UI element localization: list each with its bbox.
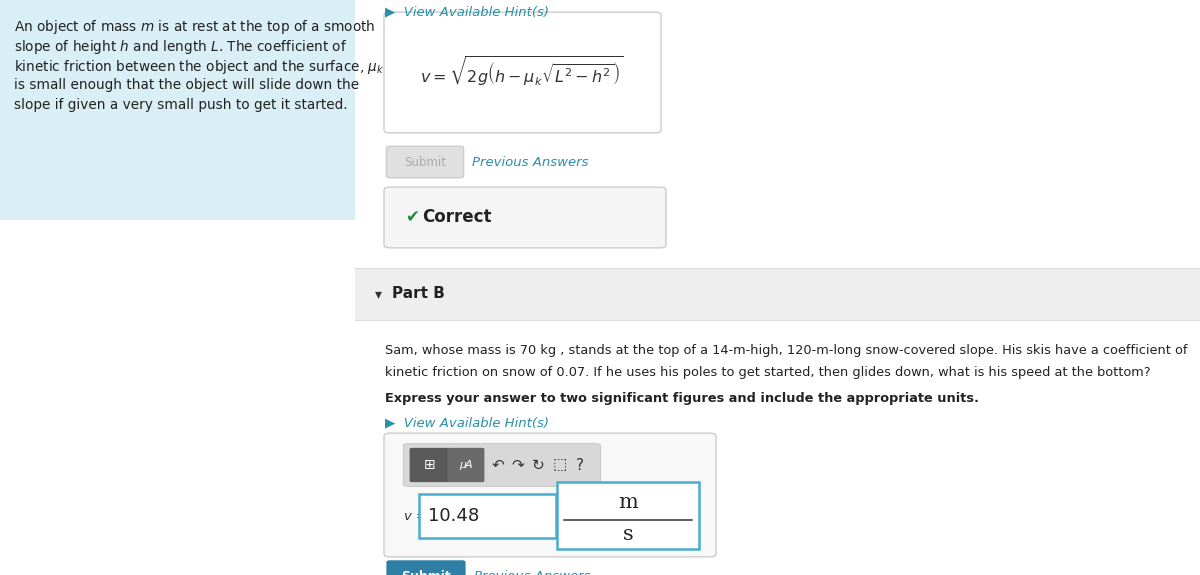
FancyBboxPatch shape <box>0 0 355 220</box>
Text: 10.48: 10.48 <box>428 507 479 525</box>
Text: Part B: Part B <box>392 286 445 301</box>
FancyBboxPatch shape <box>386 560 466 575</box>
Text: kinetic friction between the object and the surface, $\mu_k$,: kinetic friction between the object and … <box>14 58 388 76</box>
Text: Previous Answers: Previous Answers <box>474 570 590 575</box>
Text: ⊞: ⊞ <box>424 458 436 472</box>
Bar <box>355 320 1200 575</box>
FancyBboxPatch shape <box>409 448 450 482</box>
Text: Sam, whose mass is 70 kg , stands at the top of a 14-m-high, 120-m-long snow-cov: Sam, whose mass is 70 kg , stands at the… <box>385 344 1188 357</box>
FancyBboxPatch shape <box>384 187 666 248</box>
Text: Submit: Submit <box>401 570 451 575</box>
Text: An object of mass $m$ is at rest at the top of a smooth: An object of mass $m$ is at rest at the … <box>14 18 376 36</box>
Text: ▶  View Available Hint(s): ▶ View Available Hint(s) <box>385 5 550 18</box>
Text: $v$ =: $v$ = <box>403 509 427 523</box>
Text: ?: ? <box>576 458 584 473</box>
Text: ↻: ↻ <box>532 458 545 473</box>
Text: Submit: Submit <box>404 155 446 168</box>
Text: slope if given a very small push to get it started.: slope if given a very small push to get … <box>14 98 348 112</box>
Text: Previous Answers: Previous Answers <box>472 155 588 168</box>
Text: ↶: ↶ <box>492 458 504 473</box>
Text: kinetic friction on snow of 0.07. If he uses his poles to get started, then glid: kinetic friction on snow of 0.07. If he … <box>385 366 1151 379</box>
Bar <box>355 268 1200 320</box>
Text: ▶  View Available Hint(s): ▶ View Available Hint(s) <box>385 416 550 429</box>
Text: Express your answer to two significant figures and include the appropriate units: Express your answer to two significant f… <box>385 392 979 405</box>
Text: m: m <box>618 493 638 512</box>
Text: ⬚: ⬚ <box>553 458 568 473</box>
FancyBboxPatch shape <box>403 444 601 486</box>
FancyBboxPatch shape <box>384 12 661 133</box>
Text: Correct: Correct <box>422 208 492 226</box>
Text: $\mu\!A$: $\mu\!A$ <box>458 458 473 472</box>
Text: ▾: ▾ <box>374 287 382 301</box>
FancyBboxPatch shape <box>448 448 485 482</box>
Text: slope of height $h$ and length $L$. The coefficient of: slope of height $h$ and length $L$. The … <box>14 38 347 56</box>
Text: $v = \sqrt{2g\left(h - \mu_k\sqrt{L^2 - h^2}\right)}$: $v = \sqrt{2g\left(h - \mu_k\sqrt{L^2 - … <box>420 55 624 89</box>
FancyBboxPatch shape <box>419 494 556 538</box>
FancyBboxPatch shape <box>384 433 716 557</box>
Text: is small enough that the object will slide down the: is small enough that the object will sli… <box>14 78 359 92</box>
FancyBboxPatch shape <box>557 482 700 549</box>
Bar <box>355 0 1200 268</box>
Text: ✔: ✔ <box>406 208 419 226</box>
Text: ↷: ↷ <box>511 458 524 473</box>
FancyBboxPatch shape <box>386 146 463 178</box>
Text: s: s <box>623 526 634 545</box>
Bar <box>355 0 1200 575</box>
